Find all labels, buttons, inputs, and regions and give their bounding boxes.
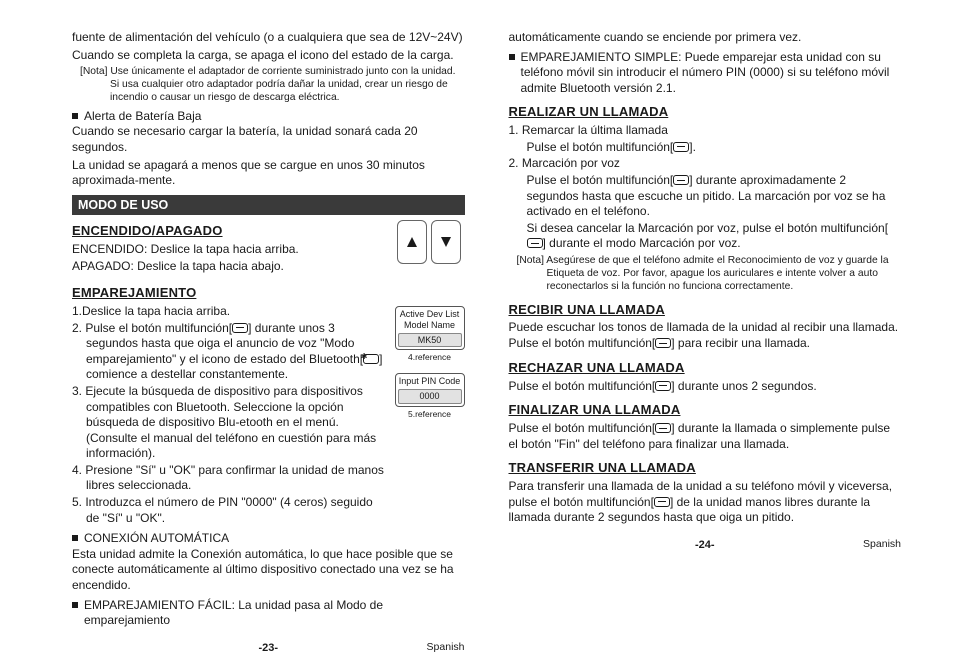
receive-body: Puede escuchar los tonos de llamada de l… — [509, 320, 902, 351]
reject-body: Pulse el botón multifunción[] durante un… — [509, 379, 902, 395]
multifunction-icon — [655, 381, 671, 391]
easy-pair-heading: EMPAREJAMIENTO FÁCIL: La unidad pasa al … — [72, 598, 465, 629]
pair-step-4: 4. Presione "Sí" u "OK" para confirmar l… — [72, 463, 387, 494]
page-number-right: -24- — [695, 539, 715, 551]
page-number-left: -23- — [258, 642, 278, 654]
slide-up-icon — [397, 220, 427, 264]
page-right: automáticamente cuando se enciende por p… — [487, 30, 924, 629]
multifunction-icon — [655, 423, 671, 433]
note-voice: [Nota] Asegúrese de que el teléfono admi… — [513, 255, 902, 294]
footer-right: -24- Spanish — [509, 538, 902, 552]
pairing-steps: 1.Deslice la tapa hacia arriba. 2. Pulse… — [72, 304, 387, 527]
square-bullet-icon — [509, 54, 515, 60]
heading-pairing: EMPAREJAMIENTO — [72, 285, 465, 302]
note-adapter: [Nota] Use únicamente el adaptador de co… — [76, 66, 465, 105]
slide-down-icon — [431, 220, 461, 264]
make-call-steps: 1. Remarcar la última llamada Pulse el b… — [509, 123, 902, 252]
bluetooth-icon — [363, 354, 379, 364]
ref-5-caption: 5.reference — [395, 409, 465, 420]
pair-step-5: 5. Introduzca el número de PIN "0000" (4… — [72, 495, 387, 526]
intro-line-2: Cuando se completa la carga, se apaga el… — [72, 48, 465, 64]
reference-box-pin: Input PIN Code 0000 — [395, 373, 465, 407]
battery-alert-title: Alerta de Batería Baja — [84, 109, 201, 125]
simple-pair-text: EMPAREJAMIENTO SIMPLE: Puede emparejar e… — [521, 50, 902, 97]
section-usage-mode: MODO DE USO — [72, 195, 465, 215]
auto-connect-heading: CONEXIÓN AUTOMÁTICA — [72, 531, 465, 547]
heading-end: FINALIZAR UNA LLAMADA — [509, 402, 902, 419]
ref-pin-title: Input PIN Code — [398, 376, 462, 387]
multifunction-icon — [527, 238, 543, 248]
battery-alert-l1: Cuando se necesario cargar la batería, l… — [72, 124, 465, 155]
ref-devlist-value: MK50 — [398, 333, 462, 348]
square-bullet-icon — [72, 602, 78, 608]
square-bullet-icon — [72, 535, 78, 541]
footer-left: -23- Spanish — [72, 641, 465, 655]
battery-alert-heading: Alerta de Batería Baja — [72, 109, 465, 125]
auto-connect-body: Esta unidad admite la Conexión automátic… — [72, 547, 465, 594]
ref-devlist-model: Model Name — [398, 320, 462, 331]
lang-label-right: Spanish — [863, 538, 901, 552]
call-step-2: 2. Marcación por voz — [509, 156, 902, 172]
call-step-2b: Pulse el botón multifunción[] durante ap… — [509, 173, 902, 220]
end-body: Pulse el botón multifunción[] durante la… — [509, 421, 902, 452]
easy-pair-text: EMPAREJAMIENTO FÁCIL: La unidad pasa al … — [84, 598, 465, 629]
battery-alert-l2: La unidad se apagará a menos que se carg… — [72, 158, 465, 189]
intro-line-1: fuente de alimentación del vehículo (o a… — [72, 30, 465, 46]
call-step-2c: Si desea cancelar la Marcación por voz, … — [509, 221, 902, 252]
auto-connect-title: CONEXIÓN AUTOMÁTICA — [84, 531, 229, 547]
ref-pin-value: 0000 — [398, 389, 462, 404]
easy-pair-cont: automáticamente cuando se enciende por p… — [509, 30, 902, 46]
multifunction-icon — [654, 497, 670, 507]
square-bullet-icon — [72, 113, 78, 119]
multifunction-icon — [673, 142, 689, 152]
multifunction-icon — [673, 175, 689, 185]
pair-step-3: 3. Ejecute la búsqueda de dispositivo pa… — [72, 384, 387, 462]
slider-illustration — [393, 219, 465, 265]
transfer-body: Para transferir una llamada de la unidad… — [509, 479, 902, 526]
call-step-1b: Pulse el botón multifunción[]. — [509, 140, 902, 156]
lang-label-left: Spanish — [427, 641, 465, 655]
heading-make-call: REALIZAR UN LLAMADA — [509, 104, 902, 121]
reference-box-devlist: Active Dev List Model Name MK50 — [395, 306, 465, 350]
heading-reject: RECHAZAR UNA LLAMADA — [509, 360, 902, 377]
heading-receive: RECIBIR UNA LLAMADA — [509, 302, 902, 319]
heading-transfer: TRANSFERIR UNA LLAMADA — [509, 460, 902, 477]
simple-pair-heading: EMPAREJAMIENTO SIMPLE: Puede emparejar e… — [509, 50, 902, 97]
page-left: fuente de alimentación del vehículo (o a… — [50, 30, 487, 629]
reference-column: Active Dev List Model Name MK50 4.refere… — [395, 304, 465, 430]
ref-4-caption: 4.reference — [395, 352, 465, 363]
pair-step-1: 1.Deslice la tapa hacia arriba. — [72, 304, 387, 320]
call-step-1: 1. Remarcar la última llamada — [509, 123, 902, 139]
pair-step-2: 2. Pulse el botón multifunción[] durante… — [72, 321, 387, 383]
multifunction-icon — [655, 338, 671, 348]
ref-devlist-title: Active Dev List — [398, 309, 462, 320]
multifunction-icon — [232, 323, 248, 333]
